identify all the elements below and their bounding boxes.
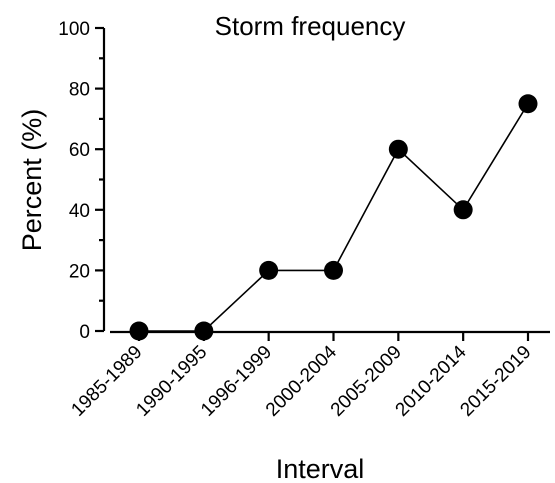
- axes: [102, 28, 550, 334]
- y-tick-label: 60: [69, 140, 90, 161]
- chart-title: Storm frequency: [215, 11, 406, 41]
- y-tick-label: 40: [69, 201, 90, 222]
- data-point: [518, 94, 538, 114]
- y-ticks: 0 20 40 60 80 100: [58, 19, 104, 343]
- x-ticks: 1985-19891990-19951996-19992000-20042005…: [67, 332, 536, 421]
- x-axis-label: Interval: [276, 454, 365, 483]
- y-tick-label: 100: [58, 19, 90, 40]
- data-point: [129, 321, 149, 341]
- data-point: [324, 260, 343, 280]
- data-point: [453, 200, 473, 220]
- y-tick-label: 0: [79, 322, 90, 343]
- data-point: [194, 321, 214, 341]
- x-tick-label: 2015-2019: [456, 342, 535, 421]
- data-point: [259, 260, 279, 280]
- y-axis-label: Percent (%): [17, 109, 47, 252]
- series-line: [139, 103, 529, 332]
- series: [129, 94, 538, 341]
- y-tick-label: 80: [69, 80, 90, 101]
- data-point: [388, 139, 408, 159]
- y-tick-label: 20: [69, 261, 90, 282]
